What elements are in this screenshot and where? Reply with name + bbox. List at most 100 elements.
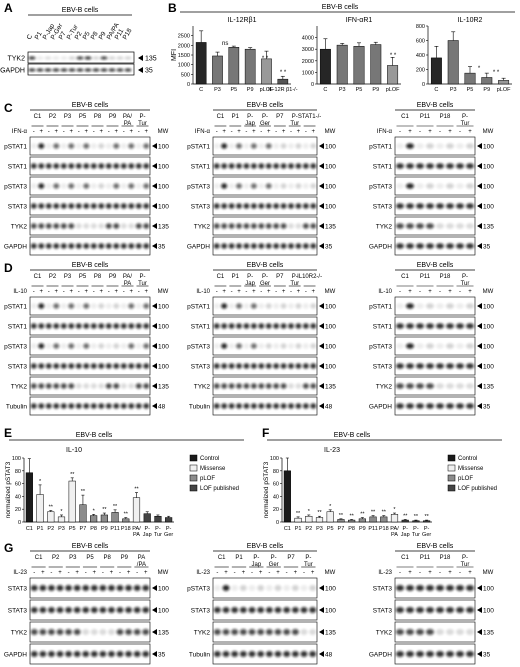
arrow-icon (477, 163, 482, 169)
group-label: P3 (64, 114, 72, 120)
band (113, 363, 120, 369)
minus-sign: - (78, 289, 80, 295)
band (231, 651, 239, 657)
band (90, 203, 97, 209)
band (406, 143, 414, 149)
minus-sign: - (78, 129, 80, 135)
x-tick-label: P18 (379, 526, 389, 532)
y-tick-label: 60 (273, 482, 279, 488)
group-label: /PA (137, 562, 146, 568)
band (113, 303, 120, 309)
blot-frame (212, 396, 318, 416)
row-label: TYK2 (11, 224, 28, 231)
band (283, 607, 291, 613)
band (30, 651, 38, 657)
band (90, 629, 98, 635)
band (406, 363, 414, 369)
band (236, 303, 242, 309)
band (213, 303, 220, 309)
arrow-icon (477, 223, 482, 229)
band (68, 143, 75, 149)
significance-star: ** (317, 510, 322, 516)
y-tick-label: 20 (15, 507, 21, 513)
band (65, 651, 72, 657)
y-tick-label: 4000 (302, 36, 314, 42)
band (291, 651, 299, 657)
x-tick-label: Tur (154, 532, 162, 538)
band (446, 629, 454, 635)
plus-sign: + (99, 129, 103, 135)
blot-title: EBV-B cells (417, 543, 454, 550)
band (288, 323, 294, 329)
x-tick-label: Jap (143, 532, 152, 538)
chart-title: IL-10R2 (458, 17, 483, 24)
minus-sign: - (48, 289, 50, 295)
minus-sign: - (33, 570, 35, 576)
band (265, 323, 272, 329)
band (446, 243, 454, 249)
significance-star: * (39, 479, 42, 485)
mw-label: 35 (145, 68, 153, 75)
row-label: GAPDH (369, 404, 392, 411)
band (84, 68, 92, 72)
band (221, 403, 228, 409)
band (76, 68, 84, 72)
minus-sign: - (68, 570, 70, 576)
band (213, 403, 220, 409)
band (236, 223, 242, 229)
row-label: TYK2 (194, 224, 211, 231)
band (288, 303, 294, 309)
band (30, 163, 37, 169)
band (128, 203, 135, 209)
band (406, 243, 414, 249)
blot-title: EBV-B cells (72, 543, 109, 550)
band (436, 403, 444, 409)
bar-chart: IL-12Rβ1 0 500 1000 1500 2000 2500 C P3 P5 P9 pLOFI… (178, 17, 298, 93)
minus-sign: - (138, 289, 140, 295)
arrow-icon (152, 383, 157, 389)
row-label: pSTAT3 (4, 344, 27, 351)
mw-label: 100 (158, 184, 169, 191)
band (310, 223, 317, 229)
band (295, 243, 302, 249)
arrow-icon (477, 203, 482, 209)
mw-label: 35 (483, 404, 491, 411)
band (239, 629, 247, 635)
group-label: C1 (218, 555, 226, 561)
bar (57, 516, 66, 523)
x-tick-label: P3 (316, 526, 323, 532)
group-label: P8 (103, 555, 111, 561)
group-label: Tur (138, 281, 147, 287)
band (30, 143, 37, 149)
band (236, 143, 242, 149)
chart-title: EBV-B cells (76, 432, 113, 439)
band (105, 323, 112, 329)
band (300, 629, 308, 635)
band (436, 303, 444, 309)
stimulus-label: IFN-α (195, 129, 211, 135)
group-label: C1 (34, 114, 42, 120)
band (92, 68, 100, 72)
band (143, 183, 150, 189)
panel-b: B EBV-B cells IL-12Rβ1050010001500200025… (168, 1, 515, 93)
mw-label: 100 (483, 344, 494, 351)
minus-sign: - (275, 129, 277, 135)
row-label: GAPDH (0, 68, 25, 75)
band (90, 383, 97, 389)
band (228, 383, 235, 389)
mw-label: 100 (483, 204, 494, 211)
y-tick-label: 1000 (302, 70, 314, 76)
y-tick-label: 0 (311, 82, 314, 88)
blot-title: EBV-B cells (247, 262, 284, 269)
band (213, 323, 220, 329)
band (257, 629, 265, 635)
band (309, 651, 317, 657)
row-label: STAT1 (8, 164, 28, 171)
mw-label: 100 (483, 608, 494, 615)
band (258, 323, 265, 329)
legend-swatch (447, 464, 456, 472)
band (142, 585, 150, 591)
x-tick-label: C (434, 87, 438, 93)
plus-sign: + (428, 570, 432, 576)
